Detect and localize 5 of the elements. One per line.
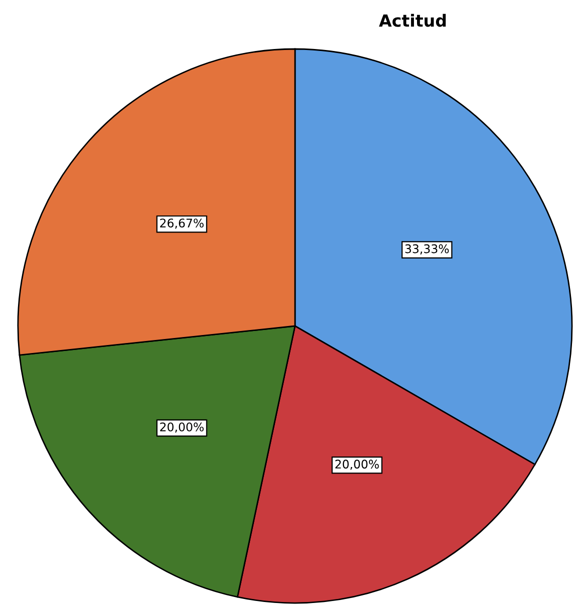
data-label: 26,67% <box>160 218 204 229</box>
data-label: 20,00% <box>335 460 379 470</box>
chart-title: Actitud <box>378 14 446 27</box>
data-label: 33,33% <box>405 244 449 254</box>
data-label: 20,00% <box>160 422 204 433</box>
